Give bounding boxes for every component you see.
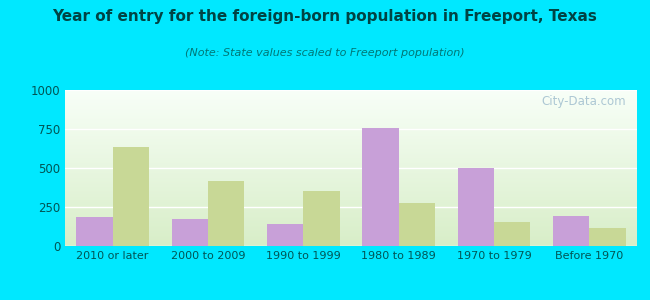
Bar <box>77 217 112 246</box>
Bar <box>458 168 494 246</box>
Bar <box>208 181 244 246</box>
Bar <box>172 219 208 246</box>
Bar <box>398 203 435 246</box>
Bar <box>267 224 304 246</box>
Text: City-Data.com: City-Data.com <box>541 95 625 108</box>
Bar <box>112 147 149 246</box>
Text: (Note: State values scaled to Freeport population): (Note: State values scaled to Freeport p… <box>185 48 465 58</box>
Bar <box>304 190 339 246</box>
Legend: Freeport, Texas: Freeport, Texas <box>258 297 444 300</box>
Bar <box>590 228 625 246</box>
Bar <box>553 216 590 246</box>
Bar <box>363 128 398 246</box>
Text: Year of entry for the foreign-born population in Freeport, Texas: Year of entry for the foreign-born popul… <box>53 9 597 24</box>
Bar <box>494 222 530 246</box>
